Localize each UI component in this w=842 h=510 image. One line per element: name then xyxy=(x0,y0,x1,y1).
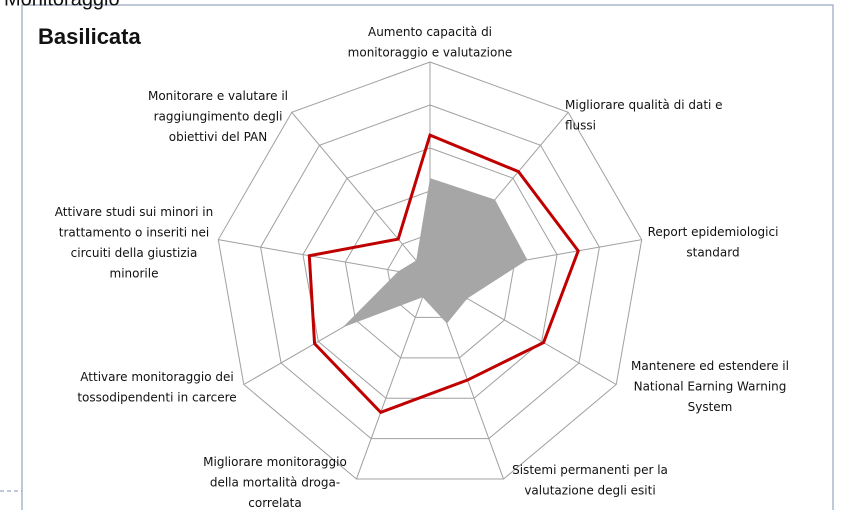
category-label: Attivare monitoraggio dei tossodipendenti… xyxy=(77,370,236,405)
grid-ring xyxy=(302,147,558,399)
spoke xyxy=(355,276,431,480)
page-heading: Monitoraggio xyxy=(4,0,120,10)
series-area xyxy=(342,178,528,328)
category-label: Migliorare monitoraggio della mortalità d… xyxy=(203,455,347,510)
series-line xyxy=(307,133,580,415)
plot: Aumento capacità di monitoraggio e valuta… xyxy=(55,25,789,510)
category-label: Sistemi permanenti per la valutazione deg… xyxy=(512,463,668,498)
category-label: Monitorare e valutare il raggiungimento d… xyxy=(148,89,288,144)
category-label: Aumento capacità di monitoraggio e valuta… xyxy=(348,25,513,60)
chart-title: Basilicata xyxy=(38,24,141,49)
spoke xyxy=(291,111,431,278)
category-label: Attivare studi sui minori in trattamento … xyxy=(55,205,213,281)
grid-ring xyxy=(217,61,643,480)
category-label: Report epidemiologici standard xyxy=(648,225,779,260)
spoke xyxy=(218,239,431,278)
grid-ring xyxy=(260,104,600,440)
category-label: Mantenere ed estendere il National Earnin… xyxy=(631,359,789,414)
category-label: Migliorare qualità di dati e flussi xyxy=(565,98,723,133)
